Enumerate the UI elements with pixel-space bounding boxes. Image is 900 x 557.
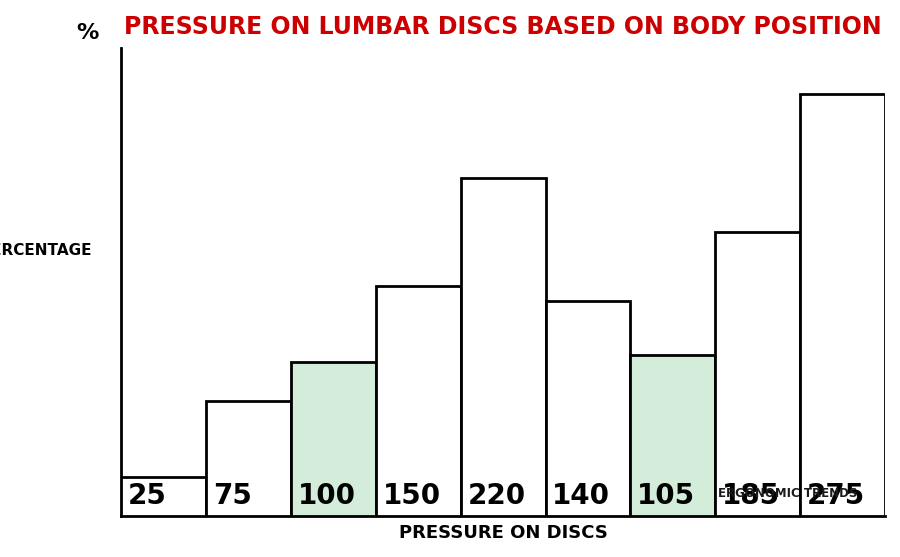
Text: 275: 275 — [807, 482, 865, 510]
Text: 220: 220 — [467, 482, 526, 510]
Text: %: % — [76, 23, 98, 43]
Text: 25: 25 — [128, 482, 167, 510]
Bar — [630, 355, 716, 516]
Text: 105: 105 — [637, 482, 696, 510]
Bar — [206, 400, 291, 516]
Bar — [291, 362, 376, 516]
Text: 100: 100 — [298, 482, 356, 510]
Bar — [800, 94, 885, 516]
Text: 150: 150 — [382, 482, 441, 510]
Text: 140: 140 — [553, 482, 610, 510]
Bar — [716, 232, 800, 516]
Text: 75: 75 — [213, 482, 252, 510]
Text: PERCENTAGE: PERCENTAGE — [0, 243, 92, 258]
Title: PRESSURE ON LUMBAR DISCS BASED ON BODY POSITION: PRESSURE ON LUMBAR DISCS BASED ON BODY P… — [124, 15, 882, 39]
Bar — [376, 286, 461, 516]
Bar — [545, 301, 630, 516]
Bar — [461, 178, 545, 516]
X-axis label: PRESSURE ON DISCS: PRESSURE ON DISCS — [399, 524, 608, 542]
Text: 185: 185 — [722, 482, 780, 510]
Text: ERGONOMIC TRENDS: ERGONOMIC TRENDS — [717, 487, 857, 500]
Bar — [122, 477, 206, 516]
